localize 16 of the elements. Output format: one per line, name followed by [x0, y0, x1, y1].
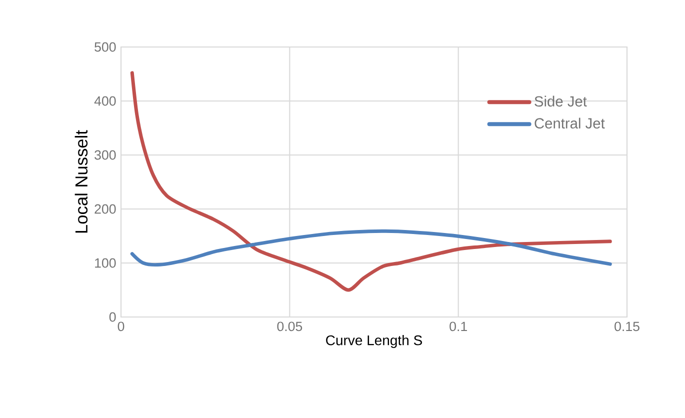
y-tick-label: 0 — [109, 312, 116, 322]
line-series — [130, 229, 612, 266]
x-tick-label: 0.1 — [450, 322, 467, 332]
y-tick-label: 300 — [94, 150, 116, 160]
x-tick-label: 0.15 — [614, 322, 640, 332]
legend-label: Central Jet — [534, 118, 605, 129]
x-tick-label: 0.05 — [277, 322, 302, 332]
legend-label: Side Jet — [534, 96, 587, 107]
y-tick-label: 100 — [95, 258, 116, 268]
y-tick-label: 500 — [94, 42, 116, 52]
x-axis-title: Curve Length S — [326, 334, 422, 348]
y-tick-label: 400 — [94, 96, 116, 106]
line-series — [130, 71, 612, 292]
x-tick-label: 0 — [118, 322, 124, 332]
y-axis-title: Local Nusselt — [74, 130, 88, 233]
y-tick-label: 200 — [94, 204, 116, 214]
